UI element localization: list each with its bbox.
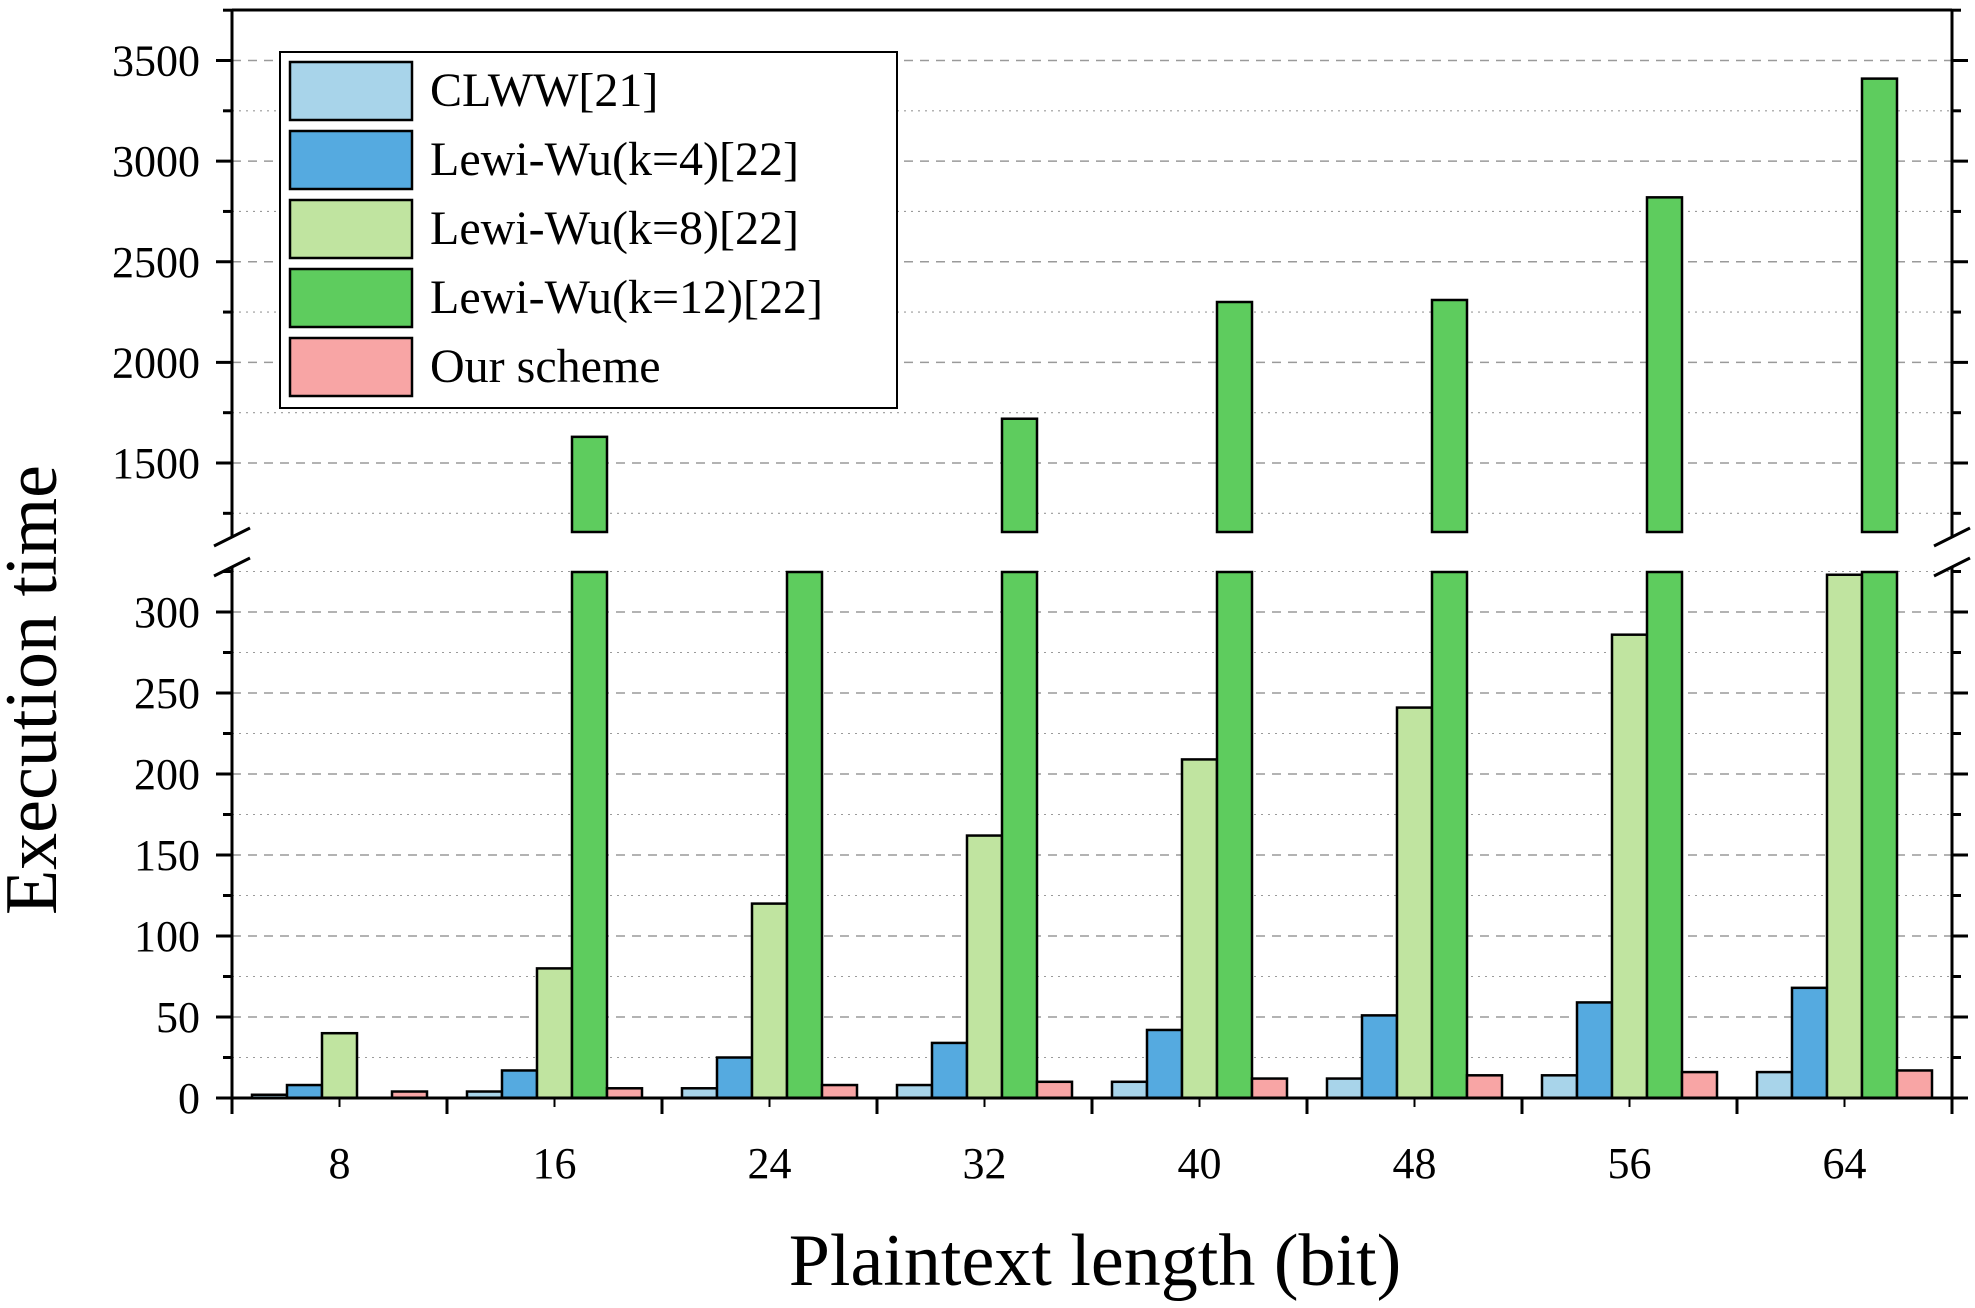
legend-swatch xyxy=(288,198,414,260)
bar xyxy=(1000,570,1039,1100)
legend: CLWW[21] Lewi-Wu(k=4)[22] Lewi-Wu(k=8)[22]… xyxy=(279,51,898,409)
bar xyxy=(1430,570,1469,1100)
break-marker xyxy=(1933,556,1971,578)
bar xyxy=(285,1083,324,1100)
y-tick-label: 2500 xyxy=(112,238,200,287)
bar xyxy=(930,1041,969,1100)
bar xyxy=(1215,300,1254,534)
axes xyxy=(213,8,1971,1114)
break-marker xyxy=(1933,526,1971,548)
bar xyxy=(1680,1070,1719,1100)
y-tick-label: 1500 xyxy=(112,439,200,488)
x-tick-label: 24 xyxy=(748,1139,792,1188)
legend-label: Lewi-Wu(k=8)[22] xyxy=(430,202,799,255)
x-tick-label: 8 xyxy=(329,1139,351,1188)
bar xyxy=(1215,570,1254,1100)
bar xyxy=(570,435,609,534)
bar xyxy=(1860,77,1899,534)
bar xyxy=(785,570,824,1100)
bar xyxy=(1790,986,1829,1100)
bar xyxy=(1825,573,1864,1100)
bar xyxy=(1860,570,1899,1100)
bar xyxy=(1000,417,1039,534)
x-tick-label: 48 xyxy=(1393,1139,1437,1188)
bar xyxy=(820,1083,859,1100)
y-tick-label: 250 xyxy=(134,669,200,718)
bar xyxy=(1360,1014,1399,1100)
bar xyxy=(750,902,789,1100)
bar xyxy=(1110,1080,1149,1100)
bar xyxy=(1645,196,1684,534)
legend-label: Lewi-Wu(k=4)[22] xyxy=(430,133,799,186)
y-tick-label: 200 xyxy=(134,750,200,799)
bar xyxy=(1540,1074,1579,1100)
bar xyxy=(570,570,609,1100)
bar xyxy=(1035,1080,1074,1100)
x-tick-label: 64 xyxy=(1823,1139,1867,1188)
bar xyxy=(320,1031,359,1100)
y-tick-label: 3000 xyxy=(112,137,200,186)
bar xyxy=(715,1056,754,1100)
legend-label: Lewi-Wu(k=12)[22] xyxy=(430,271,823,324)
axis-break-gap xyxy=(230,534,1954,570)
x-tick-label: 16 xyxy=(533,1139,577,1188)
bar xyxy=(500,1069,539,1100)
legend-swatch xyxy=(288,267,414,329)
legend-swatch xyxy=(288,336,414,398)
legend-label: Our scheme xyxy=(430,340,661,393)
bar xyxy=(1180,758,1219,1100)
bar xyxy=(1465,1074,1504,1100)
bar xyxy=(1325,1077,1364,1100)
y-tick-label: 300 xyxy=(134,588,200,637)
bar xyxy=(1145,1028,1184,1100)
break-marker xyxy=(213,556,251,578)
bar xyxy=(965,834,1004,1100)
legend-swatch xyxy=(288,129,414,191)
y-tick-label: 3500 xyxy=(112,37,200,86)
bar xyxy=(895,1083,934,1100)
bar xyxy=(1645,570,1684,1100)
bar xyxy=(1755,1070,1794,1100)
bar xyxy=(1895,1069,1934,1100)
break-marker xyxy=(213,526,251,548)
legend-swatch xyxy=(288,60,414,122)
bar xyxy=(1575,1001,1614,1100)
y-tick-label: 2000 xyxy=(112,338,200,387)
tick-labels: 8 16 24 32 40 48 56 64 0 50 100 150 200 250 300 1500 200… xyxy=(112,37,1867,1189)
x-tick-label: 32 xyxy=(963,1139,1007,1188)
y-tick-label: 0 xyxy=(178,1074,200,1123)
y-axis-label: Execution time xyxy=(0,465,73,915)
bar xyxy=(1430,298,1469,534)
bar xyxy=(535,967,574,1100)
x-tick-label: 40 xyxy=(1178,1139,1222,1188)
x-tick-label: 56 xyxy=(1608,1139,1652,1188)
x-axis-label: Plaintext length (bit) xyxy=(789,1220,1401,1302)
bars xyxy=(250,77,1934,1100)
bar xyxy=(1610,633,1649,1100)
bar xyxy=(1395,706,1434,1100)
y-tick-label: 50 xyxy=(156,993,200,1042)
y-tick-label: 100 xyxy=(134,912,200,961)
legend-label: CLWW[21] xyxy=(430,64,658,117)
y-tick-label: 150 xyxy=(134,831,200,880)
bar xyxy=(1250,1077,1289,1100)
